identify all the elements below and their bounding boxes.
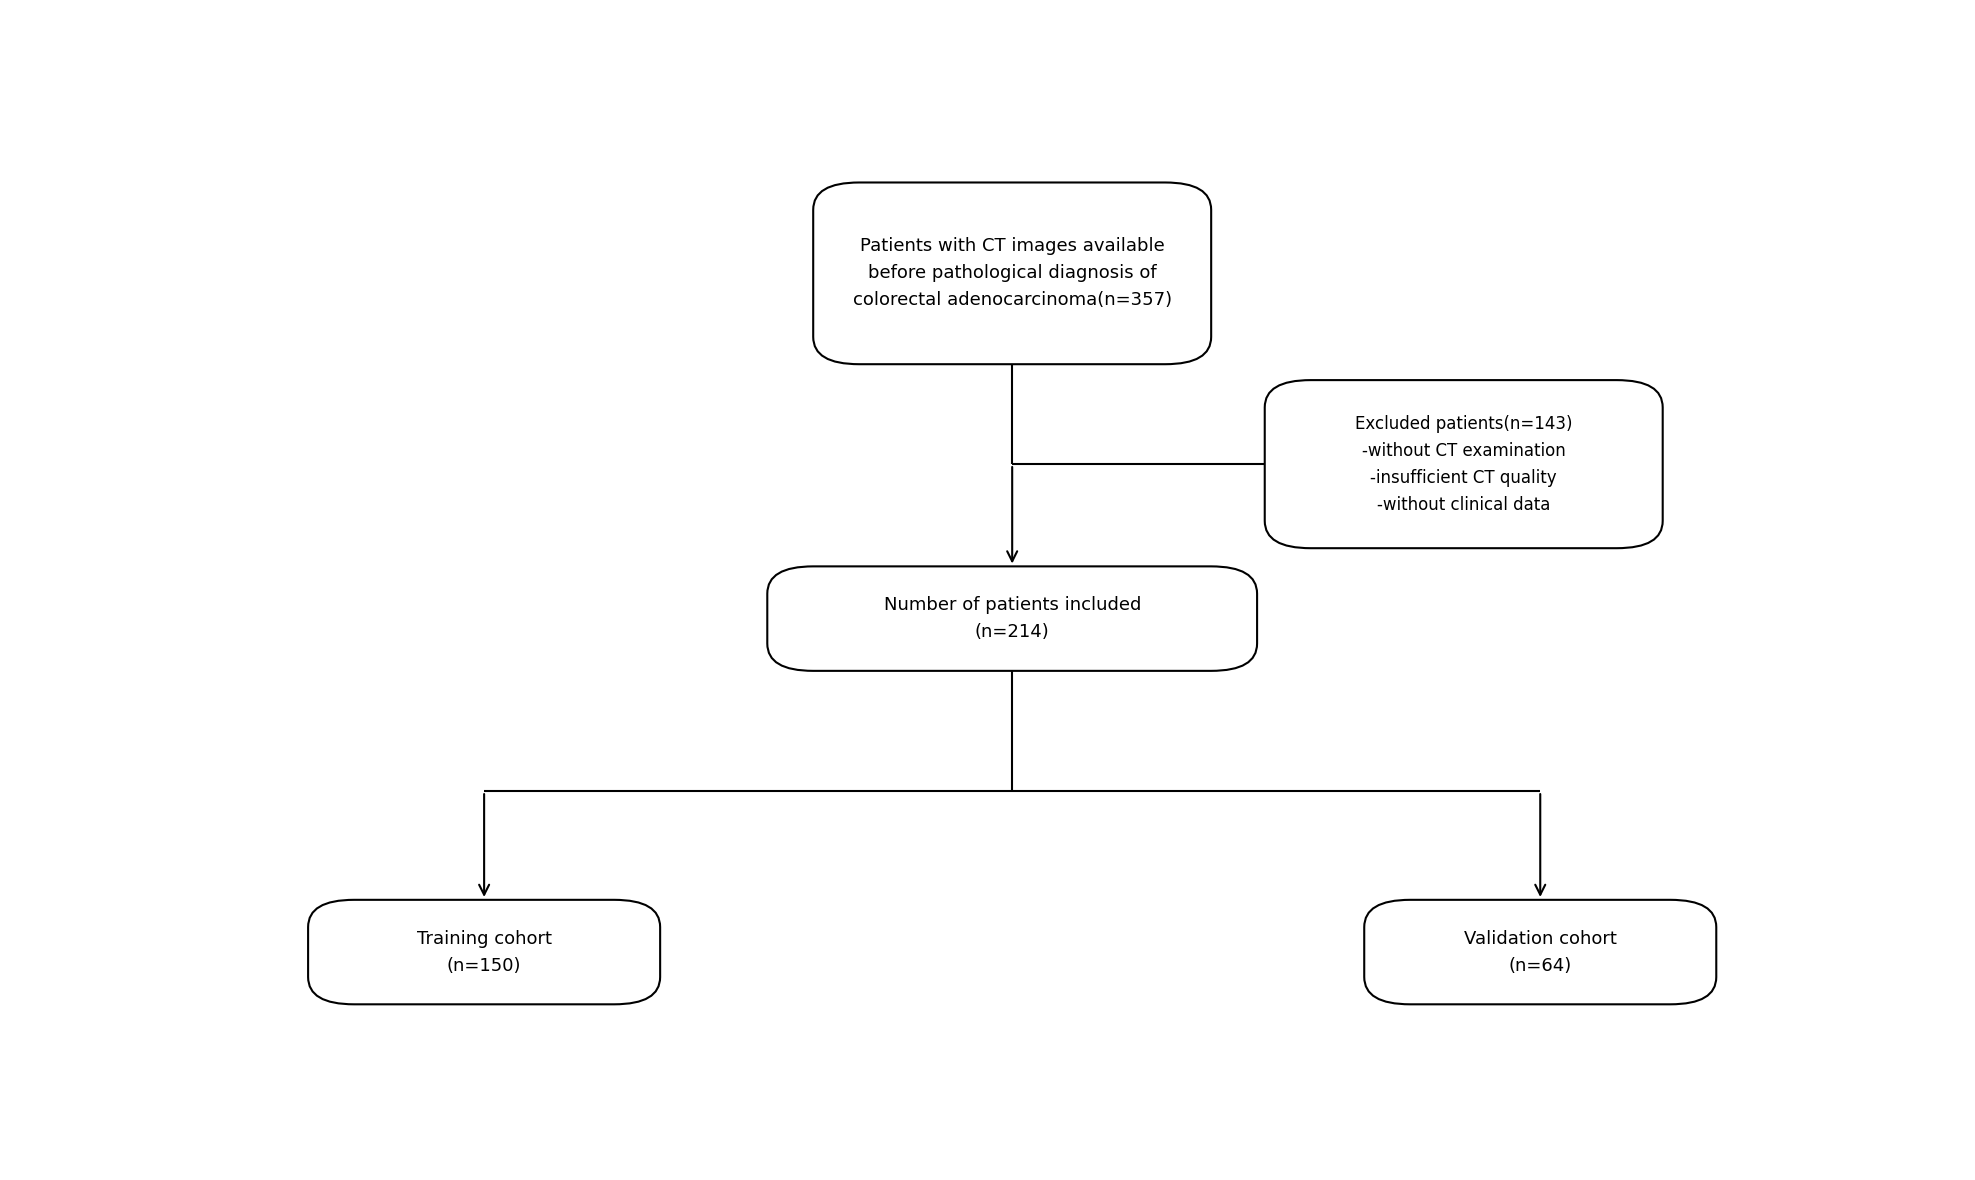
FancyBboxPatch shape [308, 900, 660, 1004]
FancyBboxPatch shape [814, 183, 1211, 365]
Text: Validation cohort
(n=64): Validation cohort (n=64) [1463, 930, 1618, 975]
FancyBboxPatch shape [1365, 900, 1716, 1004]
FancyBboxPatch shape [766, 566, 1256, 671]
Text: Excluded patients(n=143)
-without CT examination
-insufficient CT quality
-witho: Excluded patients(n=143) -without CT exa… [1355, 414, 1572, 513]
Text: Training cohort
(n=150): Training cohort (n=150) [417, 930, 551, 975]
Text: Patients with CT images available
before pathological diagnosis of
colorectal ad: Patients with CT images available before… [853, 237, 1171, 309]
Text: Number of patients included
(n=214): Number of patients included (n=214) [883, 596, 1142, 641]
FancyBboxPatch shape [1264, 380, 1663, 549]
